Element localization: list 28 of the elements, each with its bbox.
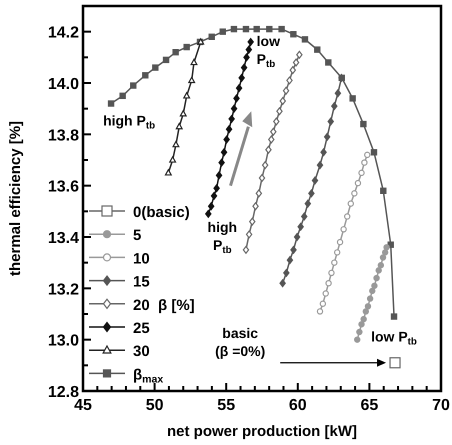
y-axis-title: thermal efficiency [%] <box>7 120 24 276</box>
x-tick-label: 60 <box>288 397 307 414</box>
y-tick-label: 13.8 <box>48 127 80 144</box>
y-tick-label: 14.2 <box>48 24 80 42</box>
x-tick-label: 55 <box>217 397 236 414</box>
y-tick-label: 13.6 <box>48 178 80 196</box>
legend-label: 30 <box>133 343 150 360</box>
legend-label: β$_{max}$ <box>133 366 164 386</box>
annotation: high P$_{tb}$ <box>208 218 238 256</box>
x-tick-label: 65 <box>360 397 378 414</box>
y-tick-label: 14.0 <box>48 76 80 93</box>
legend-label: 15 <box>133 274 150 291</box>
annotation: low P$_{tb}$ <box>371 328 417 348</box>
x-tick-label: 50 <box>146 397 164 414</box>
x-tick-label: 70 <box>432 397 450 414</box>
legend-label: 20 <box>133 296 150 314</box>
y-tick-label: 13.4 <box>48 230 80 247</box>
y-tick-label: 13.2 <box>48 281 80 298</box>
y-tick-label: 13.0 <box>48 332 80 350</box>
legend-title: β [%] <box>158 296 195 314</box>
legend-label: 0(basic) <box>133 204 190 221</box>
legend-label: 5 <box>133 227 142 244</box>
x-axis-title: net power production [kW] <box>167 423 357 440</box>
legend-label: 25 <box>133 320 150 337</box>
legend-label: 10 <box>133 250 150 268</box>
annotation: high P$_{tb}$ <box>103 112 156 132</box>
annotation: basic (β =0%) <box>215 325 266 359</box>
annotation: low P$_{tb}$ <box>256 32 280 70</box>
